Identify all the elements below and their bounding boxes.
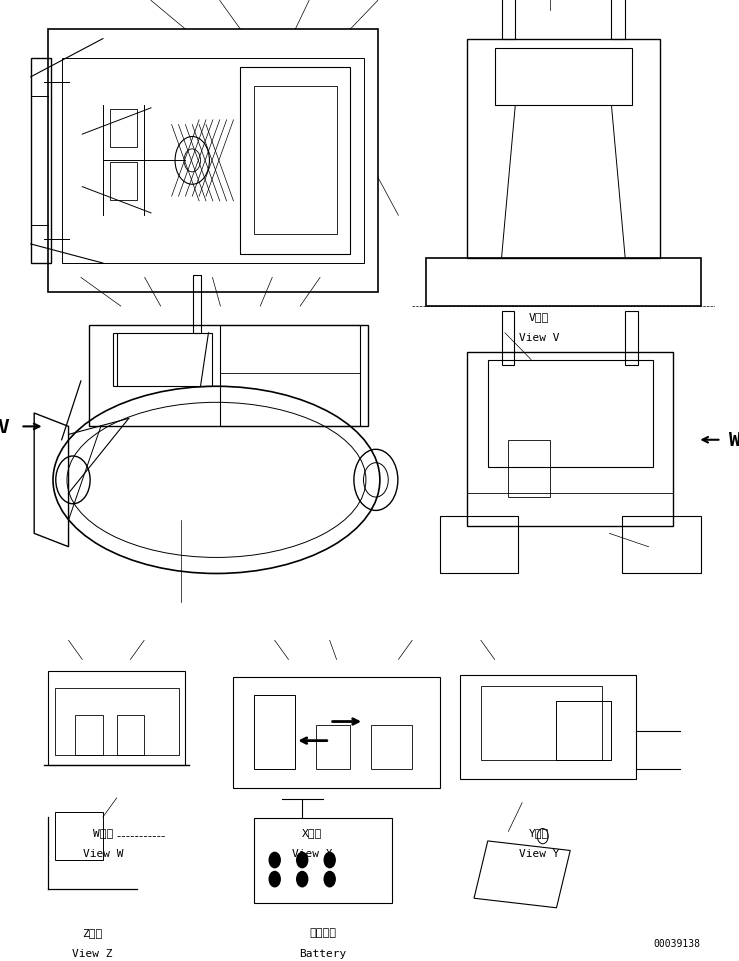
Text: Battery: Battery: [299, 948, 347, 958]
Bar: [371, 726, 412, 770]
Circle shape: [324, 872, 336, 887]
Text: W　視: W 視: [93, 826, 113, 837]
Bar: [48, 671, 185, 765]
Text: View X: View X: [292, 848, 333, 858]
Text: X　視: X 視: [302, 826, 323, 837]
Bar: [622, 517, 701, 574]
Bar: [254, 87, 336, 235]
Bar: [488, 360, 653, 467]
Bar: [440, 517, 518, 574]
Bar: [611, 0, 625, 39]
Circle shape: [297, 852, 307, 868]
Bar: [316, 726, 350, 770]
Circle shape: [324, 852, 336, 868]
Text: View W: View W: [83, 848, 123, 858]
Text: View Y: View Y: [519, 848, 559, 858]
Text: Z　視: Z 視: [83, 927, 103, 937]
Bar: [426, 259, 701, 307]
Bar: [240, 68, 350, 255]
Bar: [117, 715, 144, 755]
Text: バッテリ: バッテリ: [310, 927, 336, 937]
Bar: [502, 0, 515, 39]
Circle shape: [269, 852, 280, 868]
Bar: [467, 353, 673, 527]
Bar: [89, 326, 368, 427]
Bar: [193, 276, 201, 333]
Bar: [254, 818, 392, 903]
Bar: [55, 812, 103, 860]
Bar: [31, 59, 52, 263]
Bar: [75, 715, 103, 755]
Bar: [110, 110, 137, 148]
Bar: [61, 59, 364, 263]
Text: W: W: [729, 431, 739, 450]
Bar: [556, 701, 611, 760]
Bar: [220, 326, 360, 427]
Bar: [481, 686, 602, 760]
Bar: [494, 49, 632, 107]
Circle shape: [297, 872, 307, 887]
Bar: [467, 39, 660, 259]
Bar: [508, 440, 550, 498]
Text: 00039138: 00039138: [654, 938, 701, 948]
Bar: [113, 333, 212, 387]
Text: View V: View V: [519, 333, 559, 342]
Text: V　視: V 視: [529, 311, 549, 322]
Bar: [55, 688, 179, 755]
Bar: [502, 312, 514, 365]
Bar: [460, 676, 636, 779]
Text: View Z: View Z: [72, 948, 113, 958]
Text: V: V: [0, 417, 9, 436]
Text: Y　視: Y 視: [529, 826, 549, 837]
Bar: [234, 678, 440, 789]
Circle shape: [269, 872, 280, 887]
Bar: [625, 312, 638, 365]
Bar: [254, 696, 296, 770]
Bar: [110, 162, 137, 201]
Bar: [48, 30, 378, 292]
